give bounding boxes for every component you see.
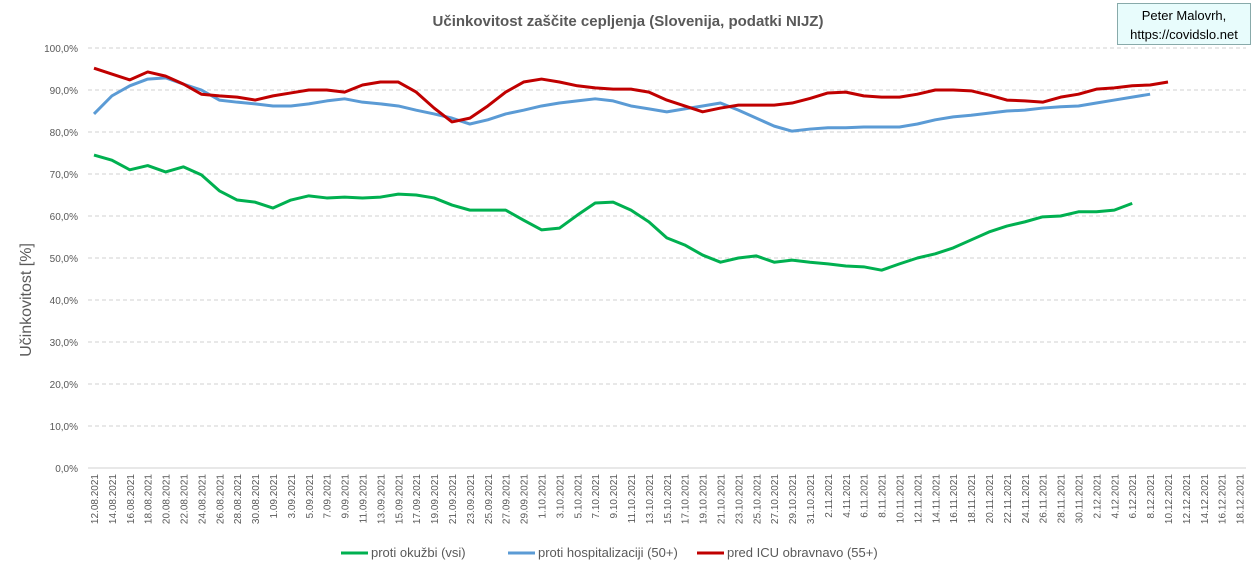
x-tick-label: 22.11.2021: [1003, 474, 1014, 524]
x-tick-label: 11.10.2021: [627, 474, 638, 524]
x-tick-label: 29.09.2021: [520, 474, 531, 524]
x-tick-label: 8.11.2021: [878, 474, 889, 518]
x-tick-label: 5.09.2021: [305, 474, 316, 519]
x-tick-label: 27.09.2021: [502, 474, 513, 524]
y-tick-label: 100,0%: [44, 44, 78, 55]
x-tick-label: 22.08.2021: [180, 474, 191, 524]
x-tick-label: 21.10.2021: [717, 474, 728, 524]
legend-label: proti okužbi (vsi): [371, 545, 466, 560]
x-tick-label: 23.10.2021: [734, 474, 745, 524]
x-tick-label: 1.10.2021: [538, 474, 549, 519]
x-tick-label: 18.11.2021: [967, 474, 978, 524]
x-tick-label: 18.08.2021: [144, 474, 155, 524]
x-tick-label: 9.09.2021: [341, 474, 352, 519]
x-tick-label: 28.11.2021: [1057, 474, 1068, 524]
x-tick-label: 20.08.2021: [162, 474, 173, 524]
x-tick-label: 18.12.2021: [1236, 474, 1247, 524]
x-tick-label: 6.12.2021: [1128, 474, 1139, 519]
x-tick-label: 14.08.2021: [108, 474, 119, 524]
x-tick-label: 8.12.2021: [1146, 474, 1157, 519]
y-tick-label: 70,0%: [50, 170, 78, 181]
x-tick-label: 2.11.2021: [824, 474, 835, 518]
x-tick-label: 3.09.2021: [287, 474, 298, 519]
y-tick-label: 80,0%: [50, 128, 78, 139]
author-url[interactable]: https://covidslo.net: [1130, 27, 1238, 42]
y-tick-label: 0,0%: [55, 464, 78, 475]
x-tick-label: 12.11.2021: [913, 474, 924, 524]
x-tick-label: 24.11.2021: [1021, 474, 1032, 524]
series-line-0: [93, 153, 1133, 272]
series-line-2: [93, 66, 1169, 124]
x-tick-label: 10.12.2021: [1164, 474, 1175, 524]
y-axis-label: Učinkovitost [%]: [18, 243, 35, 357]
x-tick-label: 14.12.2021: [1200, 474, 1211, 524]
x-tick-label: 16.12.2021: [1218, 474, 1229, 524]
x-tick-label: 14.11.2021: [931, 474, 942, 524]
x-tick-label: 15.10.2021: [663, 474, 674, 524]
x-tick-label: 20.11.2021: [985, 474, 996, 524]
x-tick-label: 19.09.2021: [430, 474, 441, 524]
x-tick-label: 4.11.2021: [842, 474, 853, 518]
author-name: Peter Malovrh,: [1141, 8, 1227, 23]
y-tick-label: 30,0%: [50, 338, 78, 349]
x-tick-label: 12.08.2021: [90, 474, 101, 524]
x-tick-label: 5.10.2021: [573, 474, 584, 519]
x-tick-label: 7.10.2021: [591, 474, 602, 519]
x-tick-label: 25.09.2021: [484, 474, 495, 524]
x-tick-label: 27.10.2021: [770, 474, 781, 524]
x-tick-label: 30.08.2021: [251, 474, 262, 524]
y-tick-label: 20,0%: [50, 380, 78, 391]
x-tick-label: 4.12.2021: [1110, 474, 1121, 519]
x-tick-label: 11.09.2021: [359, 474, 370, 524]
legend-label: pred ICU obravnavo (55+): [727, 545, 878, 560]
x-tick-label: 12.12.2021: [1182, 474, 1193, 524]
x-tick-label: 30.11.2021: [1075, 474, 1086, 524]
x-tick-label: 3.10.2021: [555, 474, 566, 519]
x-tick-label: 1.09.2021: [269, 474, 280, 519]
x-tick-label: 16.08.2021: [126, 474, 137, 524]
y-tick-label: 40,0%: [50, 296, 78, 307]
x-tick-label: 2.12.2021: [1092, 474, 1103, 519]
legend-label: proti hospitalizaciji (50+): [538, 545, 678, 560]
x-tick-label: 23.09.2021: [466, 474, 477, 524]
x-tick-label: 26.08.2021: [215, 474, 226, 524]
y-tick-label: 10,0%: [50, 422, 78, 433]
x-tick-label: 28.08.2021: [233, 474, 244, 524]
x-tick-label: 10.11.2021: [896, 474, 907, 524]
x-tick-label: 21.09.2021: [448, 474, 459, 524]
x-tick-label: 9.10.2021: [609, 474, 620, 519]
x-tick-label: 13.09.2021: [376, 474, 387, 524]
x-tick-label: 17.10.2021: [681, 474, 692, 524]
x-tick-label: 7.09.2021: [323, 474, 334, 519]
author-note: Peter Malovrh, https://covidslo.net: [1117, 3, 1251, 45]
x-tick-label: 24.08.2021: [197, 474, 208, 524]
x-tick-label: 17.09.2021: [412, 474, 423, 524]
series-line-1: [92, 76, 1151, 133]
y-tick-label: 90,0%: [50, 86, 78, 97]
x-tick-label: 6.11.2021: [860, 474, 871, 518]
x-tick-label: 13.10.2021: [645, 474, 656, 524]
x-tick-label: 31.10.2021: [806, 474, 817, 524]
chart-title: Učinkovitost zaščite cepljenja (Slovenij…: [433, 13, 824, 30]
x-tick-label: 25.10.2021: [752, 474, 763, 524]
x-tick-label: 15.09.2021: [394, 474, 405, 524]
x-tick-label: 26.11.2021: [1039, 474, 1050, 524]
y-tick-label: 60,0%: [50, 212, 78, 223]
x-tick-label: 16.11.2021: [949, 474, 960, 524]
y-tick-label: 50,0%: [50, 254, 78, 265]
x-tick-label: 19.10.2021: [699, 474, 710, 524]
x-tick-label: 29.10.2021: [788, 474, 799, 524]
